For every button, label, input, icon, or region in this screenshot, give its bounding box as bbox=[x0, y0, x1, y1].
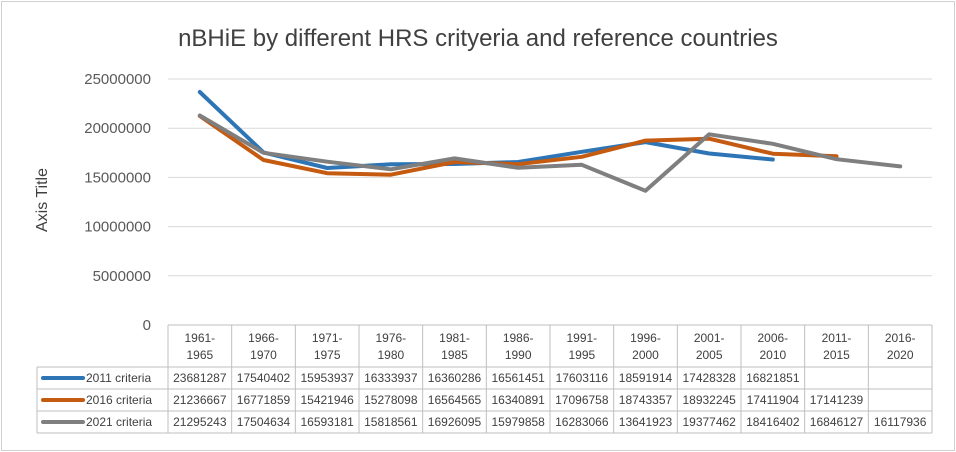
table-cell: 15818561 bbox=[364, 415, 418, 429]
category-label: 1971-1975 bbox=[312, 331, 343, 362]
table-cell: 16846127 bbox=[810, 415, 864, 429]
table-cell: 21295243 bbox=[173, 415, 227, 429]
y-tick-label: 25000000 bbox=[84, 71, 151, 88]
category-label: 1961-1965 bbox=[184, 331, 215, 362]
table-cell: 17603116 bbox=[556, 371, 609, 385]
legend-label: 2016 criteria bbox=[86, 393, 152, 407]
table-cell: 16771859 bbox=[237, 393, 291, 407]
gridlines bbox=[168, 78, 932, 277]
table-cell: 15278098 bbox=[364, 393, 418, 407]
legend-label: 2011 criteria bbox=[86, 371, 151, 385]
table-cell: 18932245 bbox=[682, 393, 736, 407]
y-axis-ticks: 0 5000000 10000000 15000000 20000000 25000000 bbox=[84, 71, 151, 334]
chart-title: nBHiE by different HRS crityeria and ref… bbox=[178, 25, 778, 52]
y-axis-title: Axis Title bbox=[34, 168, 51, 232]
table-cell: 18743357 bbox=[619, 393, 673, 407]
category-label: 1986-1990 bbox=[503, 331, 534, 362]
category-label: 2001-2005 bbox=[694, 331, 725, 362]
table-cell: 17141239 bbox=[810, 393, 864, 407]
table-cell: 21236667 bbox=[173, 393, 227, 407]
table-cell: 16821851 bbox=[746, 371, 800, 385]
y-tick-label: 0 bbox=[143, 317, 151, 334]
table-cell: 17096758 bbox=[555, 393, 609, 407]
y-tick-label: 20000000 bbox=[84, 120, 151, 137]
table-cell: 15979858 bbox=[491, 415, 545, 429]
table-cell: 17504634 bbox=[237, 415, 291, 429]
table-cell: 16564565 bbox=[428, 393, 482, 407]
table-cell: 16117936 bbox=[874, 415, 927, 429]
data-table: 1961-1965 1966-1970 1971-1975 1976-1980 1981… bbox=[36, 324, 933, 434]
y-tick-label: 5000000 bbox=[93, 268, 151, 285]
category-label: 1966-1970 bbox=[248, 331, 279, 362]
series-line bbox=[197, 113, 903, 193]
legend-label: 2021 criteria bbox=[86, 415, 152, 429]
category-label: 1981-1985 bbox=[439, 331, 470, 362]
series-lines bbox=[197, 90, 903, 193]
table-cell: 15421946 bbox=[300, 393, 354, 407]
table-cell: 16593181 bbox=[300, 415, 354, 429]
table-cell: 18416402 bbox=[746, 415, 800, 429]
table-cell: 13641923 bbox=[619, 415, 673, 429]
table-cell: 16283066 bbox=[555, 415, 609, 429]
category-label: 1996-2000 bbox=[630, 331, 661, 362]
table-cell: 16333937 bbox=[364, 371, 418, 385]
category-label: 2006-2010 bbox=[757, 331, 788, 362]
category-label: 1991-1995 bbox=[566, 331, 597, 362]
table-cell: 23681287 bbox=[173, 371, 227, 385]
category-label: 1976-1980 bbox=[375, 331, 406, 362]
table-cell: 15953937 bbox=[300, 371, 354, 385]
table-cell: 17411904 bbox=[747, 393, 800, 407]
category-label: 2016-2020 bbox=[885, 331, 916, 362]
table-cell: 19377462 bbox=[682, 415, 736, 429]
table-cell: 16360286 bbox=[428, 371, 482, 385]
table-cell: 16340891 bbox=[491, 393, 545, 407]
y-tick-label: 10000000 bbox=[84, 219, 151, 236]
table-cell: 16926095 bbox=[428, 415, 482, 429]
table-cell: 18591914 bbox=[619, 371, 673, 385]
table-cell: 17540402 bbox=[237, 371, 291, 385]
category-label: 2011-2015 bbox=[822, 331, 852, 362]
y-tick-label: 15000000 bbox=[84, 169, 151, 186]
series-line bbox=[197, 114, 839, 177]
table-cell: 16561451 bbox=[491, 371, 545, 385]
table-cell: 17428328 bbox=[682, 371, 736, 385]
